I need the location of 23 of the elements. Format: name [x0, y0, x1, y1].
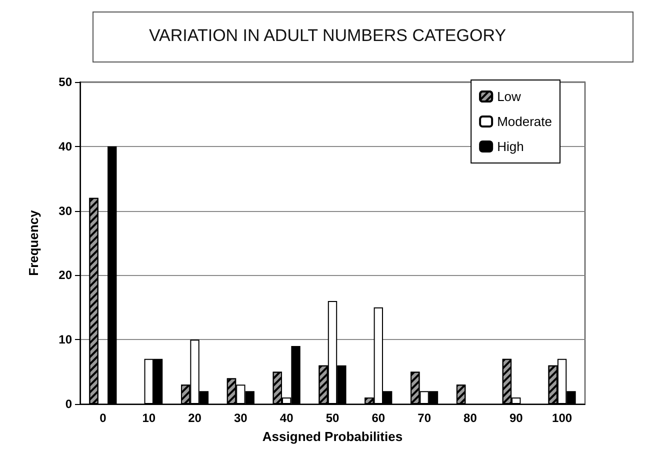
- y-tick-label: 20: [58, 268, 72, 282]
- x-tick-label: 40: [280, 411, 294, 425]
- x-tick-label: 70: [418, 411, 432, 425]
- legend-label: High: [497, 139, 524, 154]
- chart-title: VARIATION IN ADULT NUMBERS CATEGORY: [148, 26, 506, 45]
- x-tick-label: 50: [326, 411, 340, 425]
- x-tick-label: 30: [234, 411, 248, 425]
- x-tick-label: 20: [188, 411, 202, 425]
- x-axis-title: Assigned Probabilities: [262, 429, 403, 444]
- y-tick-label: 10: [58, 332, 72, 347]
- x-tick-label: 10: [142, 411, 156, 425]
- x-tick-label: 80: [464, 411, 478, 425]
- y-tick-label: 50: [58, 75, 72, 89]
- y-axis-title: Frequency: [26, 209, 41, 276]
- legend-label: Low: [497, 89, 522, 104]
- x-tick-label: 90: [509, 411, 524, 425]
- x-tick-label: 60: [372, 411, 386, 425]
- legend-label: Moderate: [497, 114, 552, 129]
- x-tick-label: 0: [100, 411, 107, 425]
- y-tick-label: 40: [58, 139, 72, 154]
- y-tick-label: 0: [65, 397, 72, 411]
- y-tick-label: 30: [58, 204, 72, 218]
- x-tick-label: 100: [552, 411, 572, 425]
